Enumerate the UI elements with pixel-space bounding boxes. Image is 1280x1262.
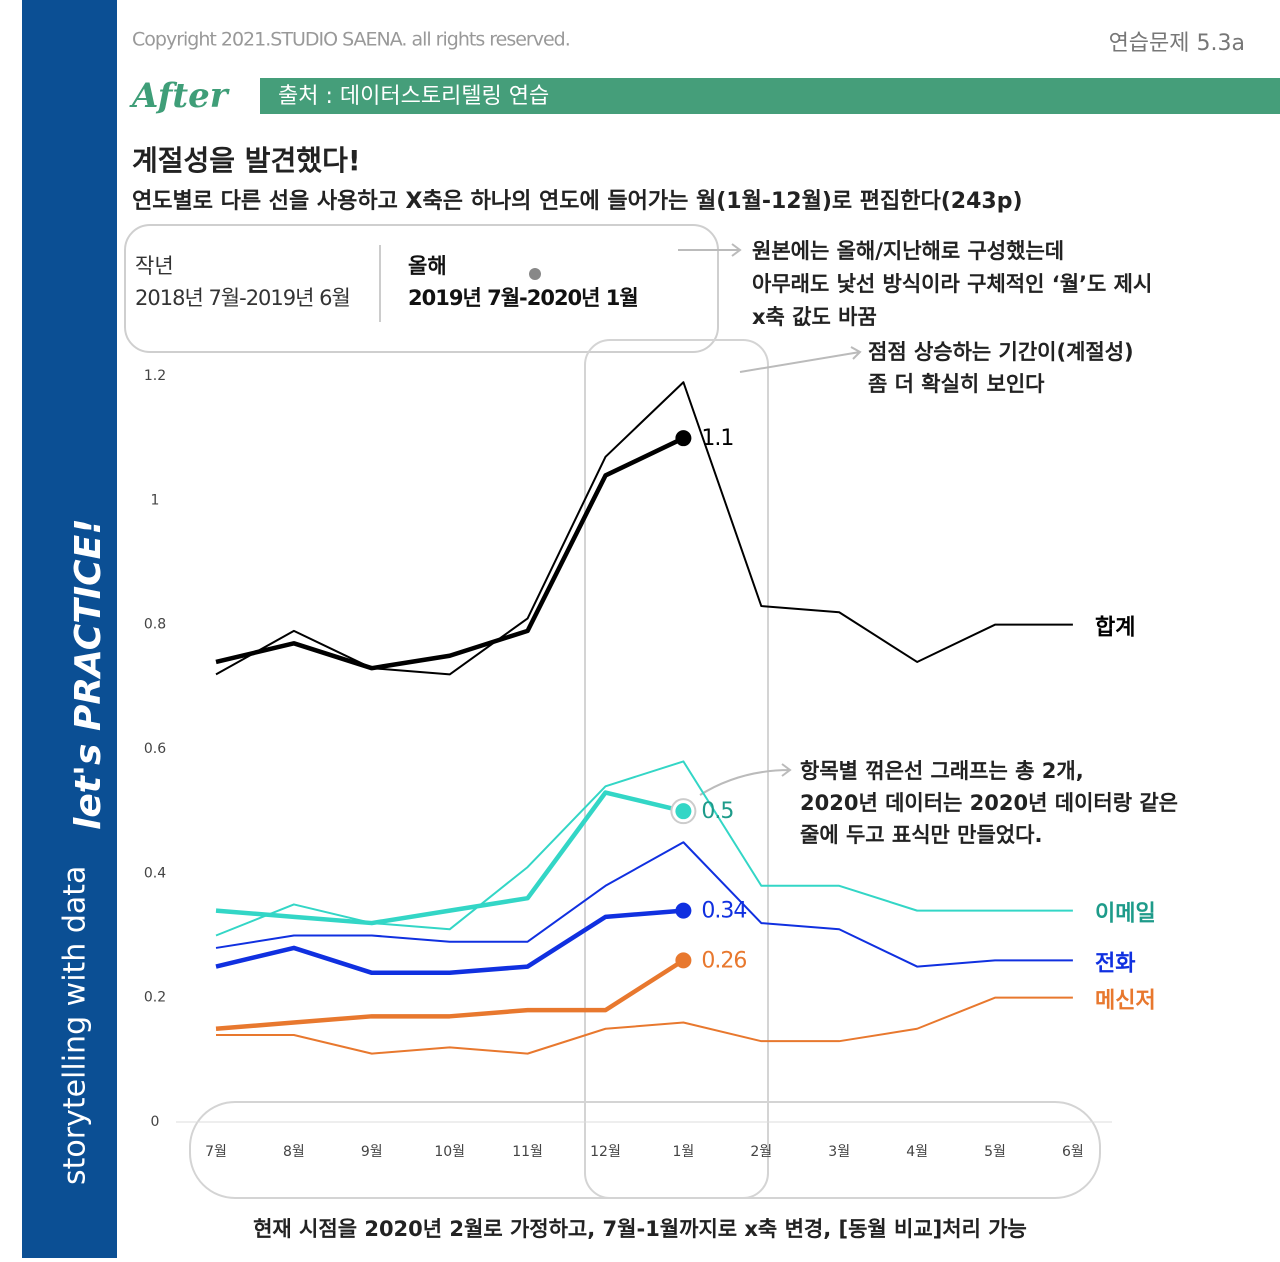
x-tick-label: 1월 (673, 1144, 695, 1160)
y-tick-label: 0 (151, 1114, 160, 1130)
arrow (678, 243, 742, 257)
chart-subtitle: 연도별로 다른 선을 사용하고 X축은 하나의 연도에 들어가는 월(1월-12… (132, 189, 1023, 214)
x-tick-label: 12월 (590, 1144, 621, 1160)
x-tick-label: 4월 (906, 1144, 928, 1160)
x-tick-label: 11월 (512, 1144, 543, 1160)
after-label: After (129, 76, 230, 116)
marker (675, 952, 692, 969)
legend-marker (529, 268, 541, 280)
value-label: 0.34 (701, 899, 746, 924)
copyright: Copyright 2021.STUDIO SAENA. all rights … (132, 29, 570, 51)
annotation-line: 점점 상승하는 기간이(계절성) (868, 340, 1134, 364)
marker (675, 803, 692, 820)
annotation-line: x축 값도 바꿈 (752, 305, 877, 329)
y-tick-label: 0.2 (144, 990, 166, 1006)
x-tick-label: 3월 (828, 1144, 850, 1160)
annotation-line: 2020년 데이터는 2020년 데이터랑 같은 (800, 791, 1178, 815)
line-last-year (215, 841, 1073, 968)
annotation-line: 원본에는 올해/지난해로 구성했는데 (752, 239, 1064, 263)
sidebar-practice: let's PRACTICE! (68, 518, 109, 830)
footer-note: 현재 시점을 2020년 2월로 가정하고, 7월-1월까지로 x축 변경, [… (253, 1217, 1027, 1241)
sidebar (22, 0, 117, 1258)
line-this-year (215, 958, 685, 1031)
line-last-year (215, 381, 1073, 676)
y-tick-label: 1 (151, 492, 160, 508)
x-tick-label: 9월 (361, 1144, 383, 1160)
value-label: 1.1 (701, 426, 733, 451)
sidebar-brand: storytelling with data (58, 866, 93, 1185)
x-tick-label: 10월 (434, 1144, 465, 1160)
annotation-line: 항목별 꺾은선 그래프는 총 2개, (800, 759, 1084, 783)
y-tick-label: 0.8 (144, 617, 166, 633)
source: 출처 : 데이터스토리텔링 연습 (278, 84, 549, 109)
legend-this-year-period: 2019년 7월-2020년 1월 (408, 286, 638, 310)
line-last-year (215, 760, 1073, 937)
x-tick-label: 5월 (984, 1144, 1006, 1160)
legend-last-year-period: 2018년 7월-2019년 6월 (135, 286, 350, 310)
legend-last-year: 작년 (135, 254, 174, 278)
y-tick-label: 0.6 (144, 741, 166, 757)
line-this-year (215, 908, 684, 976)
arrow (739, 346, 862, 373)
source-bar (260, 78, 1280, 114)
annotation-line: 줄에 두고 표식만 만들었다. (800, 823, 1042, 847)
arrow (699, 763, 792, 796)
series-label: 전화 (1095, 951, 1135, 976)
y-tick-label: 0.4 (144, 865, 166, 881)
axis-highlight-box (189, 1101, 1101, 1199)
line-last-year (216, 996, 1073, 1055)
exercise-number: 연습문제 5.3a (1109, 31, 1245, 56)
line-this-year (215, 790, 684, 926)
series-label: 합계 (1095, 615, 1135, 641)
legend-box (124, 224, 719, 353)
marker (675, 902, 692, 919)
x-tick-label: 6월 (1062, 1144, 1084, 1160)
annotation-line: 좀 더 확실히 보인다 (868, 372, 1045, 396)
x-tick-label: 8월 (283, 1144, 305, 1160)
series-label: 이메일 (1095, 902, 1156, 927)
value-label: 0.5 (701, 799, 733, 824)
legend-this-year: 올해 (408, 254, 447, 278)
x-tick-label: 7월 (205, 1144, 227, 1160)
y-tick-label: 1.2 (144, 368, 166, 384)
annotation-line: 아무래도 낯선 방식이라 구체적인 ‘월’도 제시 (752, 272, 1152, 296)
chart-title: 계절성을 발견했다! (132, 144, 361, 177)
series-label: 메신저 (1095, 989, 1156, 1014)
arrows (678, 243, 862, 796)
marker (675, 430, 692, 447)
x-tick-label: 2월 (750, 1144, 772, 1160)
line-this-year (215, 436, 685, 671)
value-label: 0.26 (701, 948, 746, 973)
highlight-box (584, 339, 769, 1199)
